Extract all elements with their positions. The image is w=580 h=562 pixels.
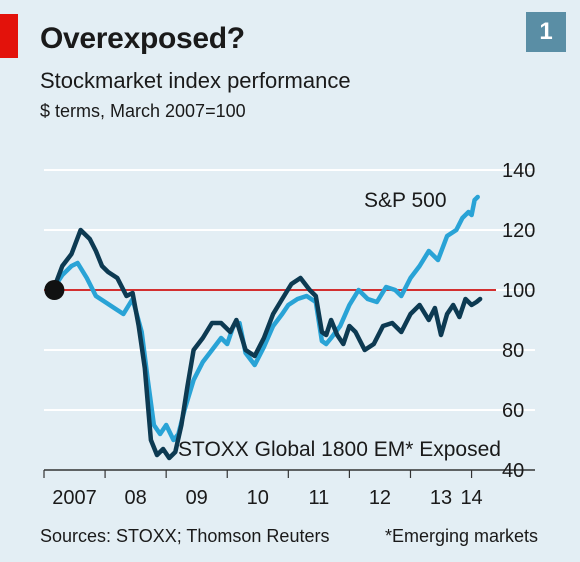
series-label-sp500: S&P 500 [364,189,447,212]
series-line-0 [52,194,480,443]
y-tick-label-60: 60 [502,400,524,422]
footnote: *Emerging markets [384,526,538,546]
sources-note: Sources: STOXX; Thomson Reuters [40,526,330,546]
chart-title: Overexposed? [40,22,245,55]
y-tick-label-120: 120 [502,220,535,242]
series-line-1 [52,227,483,461]
x-tick-label-10: 10 [247,487,269,509]
x-tick-label-12: 12 [369,487,391,509]
y-tick-label-100: 100 [502,280,535,302]
y-tick-label-140: 140 [502,160,535,182]
x-tick-label-14: 14 [460,487,482,509]
red-accent-tab [0,14,18,58]
y-tick-label-80: 80 [502,340,524,362]
x-tick-label-13: 13 [430,487,452,509]
start-marker [44,280,65,300]
chart-units: $ terms, March 2007=100 [40,101,246,121]
x-tick-label-2007: 2007 [52,487,97,509]
x-tick-label-09: 09 [186,487,208,509]
x-tick-label-11: 11 [308,487,329,509]
x-tick-label-08: 08 [124,487,146,509]
y-tick-label-40: 40 [502,460,524,482]
chart-subtitle: Stockmarket index performance [40,68,351,93]
series-label-stoxx-em: STOXX Global 1800 EM* Exposed [178,438,501,461]
chart-number-badge: 1 [526,12,566,52]
